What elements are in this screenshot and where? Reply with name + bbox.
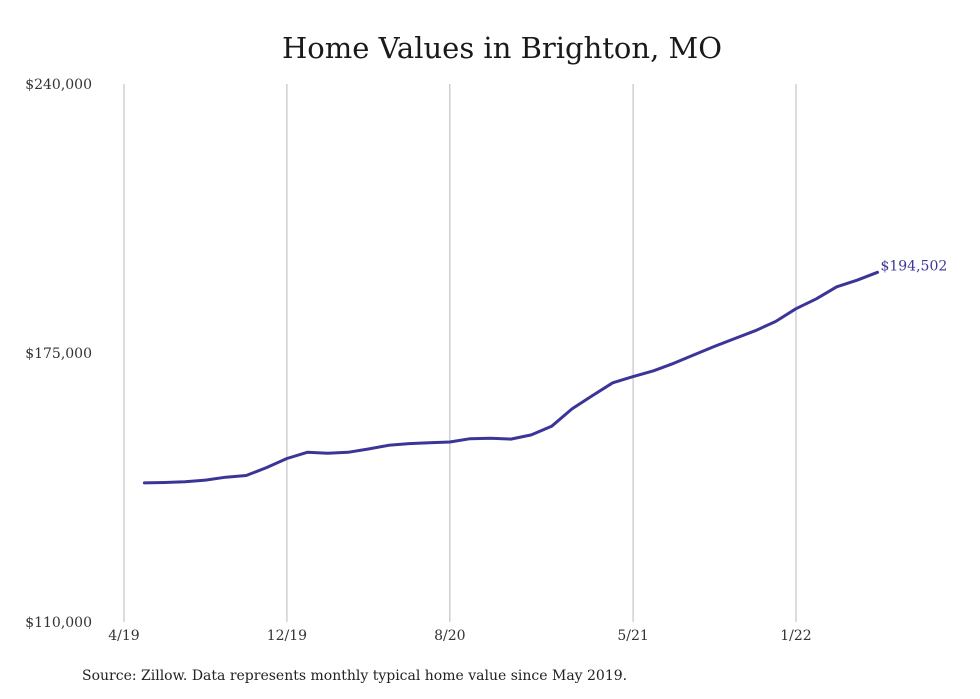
end-value-label: $194,502 (880, 258, 947, 274)
y-tick-label: $240,000 (25, 77, 92, 93)
y-axis-tick-labels: $110,000 $175,000 $240,000 (25, 77, 92, 631)
x-tick-label: 12/19 (267, 628, 307, 644)
chart-title: Home Values in Brighton, MO (282, 31, 722, 65)
x-axis-tick-labels: 4/19 12/19 8/20 5/21 1/22 (108, 628, 811, 644)
gridlines (123, 84, 797, 622)
x-tick-label: 5/21 (617, 628, 648, 644)
x-tick-label: 4/19 (108, 628, 139, 644)
x-tick-label: 8/20 (434, 628, 465, 644)
y-tick-label: $110,000 (25, 615, 92, 631)
x-tick-label: 1/22 (780, 628, 811, 644)
line-chart: Home Values in Brighton, MO $110,000 $175… (25, 31, 947, 644)
series-line-home-value (142, 270, 879, 485)
y-tick-label: $175,000 (25, 346, 92, 362)
source-note: Source: Zillow. Data represents monthly … (82, 668, 628, 684)
